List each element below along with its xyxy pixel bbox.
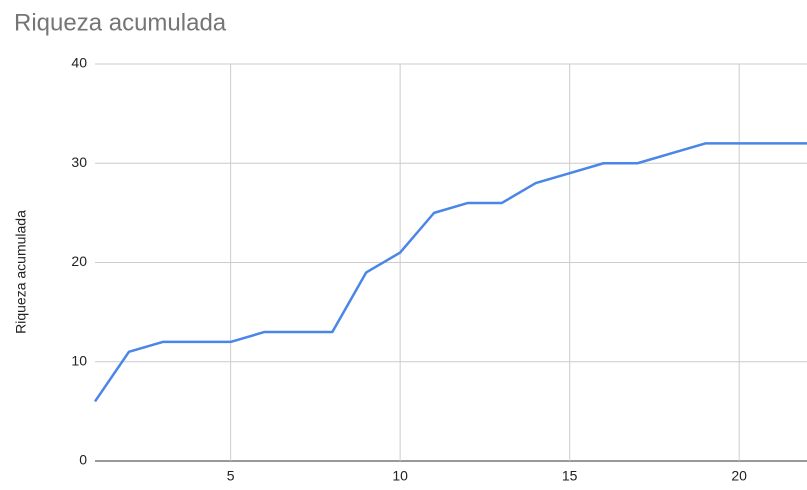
chart-title: Riqueza acumulada (14, 9, 227, 36)
y-tick-label: 40 (71, 55, 87, 71)
x-tick-label: 10 (392, 468, 408, 484)
y-axis-label: Riqueza acumulada (13, 210, 29, 334)
y-tick-label: 20 (71, 253, 87, 269)
y-tick-label: 30 (71, 154, 87, 170)
y-tick-label: 10 (71, 352, 87, 368)
x-tick-label: 20 (731, 468, 747, 484)
x-tick-label: 15 (562, 468, 578, 484)
y-tick-label: 0 (79, 452, 87, 468)
line-series (93, 142, 807, 403)
x-tick-label: 5 (227, 468, 235, 484)
